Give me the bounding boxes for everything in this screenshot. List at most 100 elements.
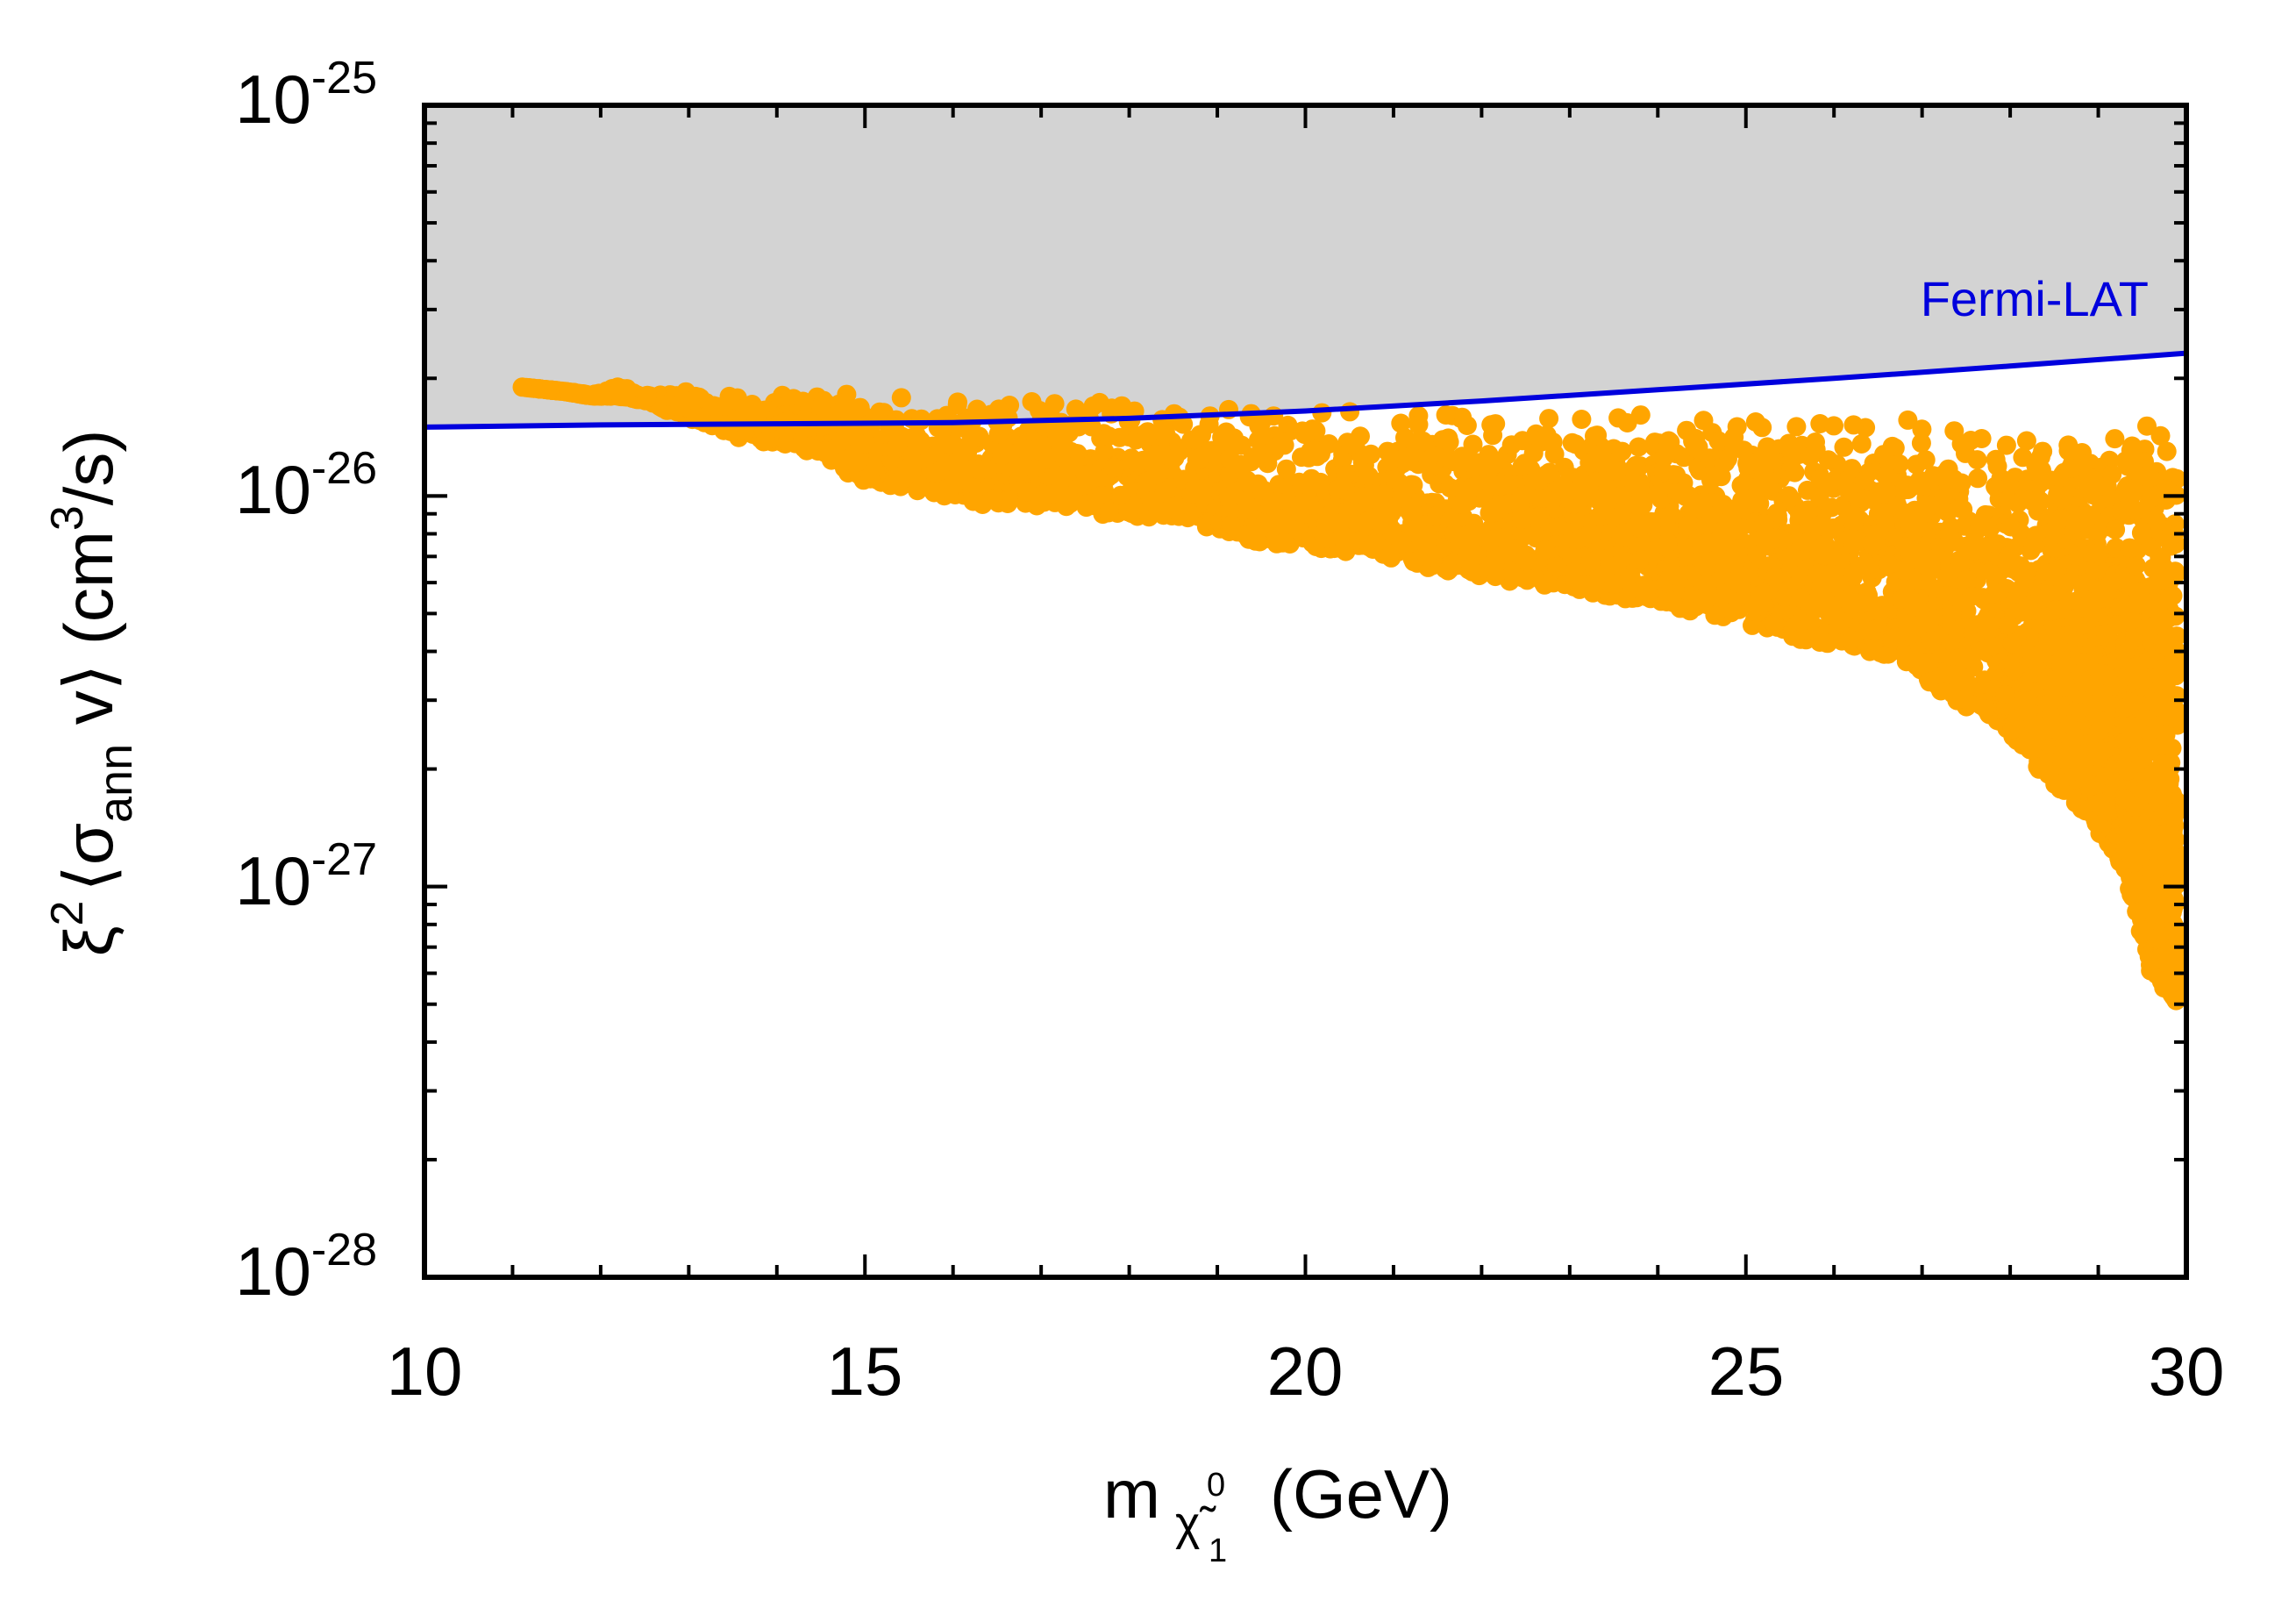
scatter-point — [2038, 637, 2058, 657]
scatter-point — [1851, 434, 1872, 454]
scatter-point — [714, 396, 734, 416]
scatter-point — [1968, 468, 1988, 489]
scatter-point — [1754, 513, 1774, 533]
scatter-point — [1361, 444, 1381, 464]
scatter-point — [1045, 394, 1065, 414]
scatter-point — [1047, 427, 1067, 447]
scatter-point — [1816, 633, 1836, 653]
scatter-point — [1857, 620, 1877, 640]
scatter-point — [1834, 437, 1854, 457]
scatter-point — [1660, 504, 1680, 524]
scatter-point — [1267, 436, 1287, 456]
scatter-point — [2058, 440, 2079, 461]
scatter-point — [1850, 594, 1871, 614]
scatter-point — [1824, 416, 1843, 436]
scatter-point — [2094, 664, 2114, 684]
scatter-point — [2147, 929, 2167, 949]
scatter-point — [1462, 477, 1482, 497]
scatter-point — [1648, 484, 1668, 504]
scatter-point — [1513, 431, 1533, 451]
scatter-point — [1725, 538, 1745, 558]
scatter-point — [1957, 569, 1977, 590]
scatter-point — [2081, 468, 2101, 489]
scatter-point — [1604, 574, 1624, 594]
scatter-point — [2081, 505, 2101, 525]
scatter-point — [1759, 475, 1779, 496]
scatter-point — [2004, 661, 2024, 681]
scatter-point — [1765, 614, 1785, 634]
scatter-point — [1536, 540, 1555, 560]
scatter-point — [2089, 794, 2109, 814]
scatter-point — [2046, 600, 2066, 620]
scatter-point — [1248, 474, 1268, 494]
scatter-point — [2039, 761, 2059, 782]
scatter-point — [1219, 448, 1239, 468]
scatter-point — [1626, 457, 1646, 477]
scatter-point — [1364, 534, 1383, 554]
scatter-point — [1287, 520, 1308, 540]
scatter-point — [1395, 428, 1415, 447]
scatter-point — [1909, 470, 1929, 490]
scatter-point — [1672, 565, 1692, 585]
scatter-point — [1064, 456, 1084, 476]
excluded-region — [424, 105, 2186, 427]
scatter-point — [850, 397, 870, 418]
scatter-point — [1392, 486, 1412, 506]
scatter-point — [2089, 720, 2109, 740]
scatter-point — [1814, 546, 1834, 566]
scatter-point — [1658, 532, 1678, 553]
scatter-point — [1843, 534, 1863, 554]
scatter-point — [1729, 520, 1749, 540]
scatter-point — [2150, 425, 2171, 446]
scatter-point — [1696, 556, 1716, 576]
scatter-point — [2016, 691, 2036, 711]
scatter-point — [1471, 456, 1491, 476]
svg-text:m: m — [1103, 1455, 1160, 1533]
svg-text:(GeV): (GeV) — [1270, 1455, 1452, 1533]
scatter-point — [611, 387, 631, 407]
x-tick-label: 30 — [2149, 1333, 2225, 1410]
scatter-point — [831, 452, 852, 472]
scatter-point — [1299, 447, 1319, 468]
scatter-point — [1782, 490, 1802, 511]
scatter-point — [1869, 482, 1889, 502]
scatter-point — [1632, 549, 1652, 569]
scatter-point — [1915, 611, 1935, 630]
scatter-point — [2115, 697, 2136, 718]
scatter-point — [1185, 430, 1205, 450]
scatter-point — [1710, 531, 1730, 550]
scatter-point — [1754, 460, 1774, 480]
y-tick-label: 10-26 — [235, 443, 377, 528]
scatter-point — [1463, 434, 1483, 454]
scatter-point — [891, 388, 911, 408]
scatter-point — [1385, 469, 1405, 490]
scatter-point — [1629, 437, 1649, 457]
scatter-point — [1607, 556, 1627, 576]
scatter-point — [1137, 422, 1158, 442]
scatter-point — [1996, 435, 2016, 455]
scatter-point — [2165, 830, 2185, 850]
scatter-point — [1765, 568, 1785, 588]
scatter-point — [1967, 450, 1987, 470]
scatter-point — [735, 398, 755, 418]
scatter-point — [2097, 476, 2117, 497]
scatter-point — [2097, 580, 2117, 599]
scatter-point — [2106, 519, 2126, 540]
scatter-point — [1879, 554, 1899, 575]
scatter-point — [816, 441, 835, 461]
scatter-point — [853, 434, 873, 454]
scatter-point — [2157, 857, 2178, 877]
scatter-point — [2016, 431, 2036, 451]
scatter-point — [1721, 499, 1741, 519]
scatter-point — [1709, 464, 1729, 484]
scatter-point — [1149, 501, 1169, 521]
scatter-point — [1014, 439, 1034, 460]
scatter-point — [1678, 515, 1698, 535]
scatter-point — [1492, 474, 1511, 494]
scatter-point — [1297, 473, 1317, 492]
scatter-point — [2083, 485, 2103, 505]
scatter-point — [1693, 411, 1714, 431]
scatter-point — [2046, 669, 2066, 690]
scatter-point — [1611, 504, 1631, 525]
scatter-point — [928, 482, 948, 502]
